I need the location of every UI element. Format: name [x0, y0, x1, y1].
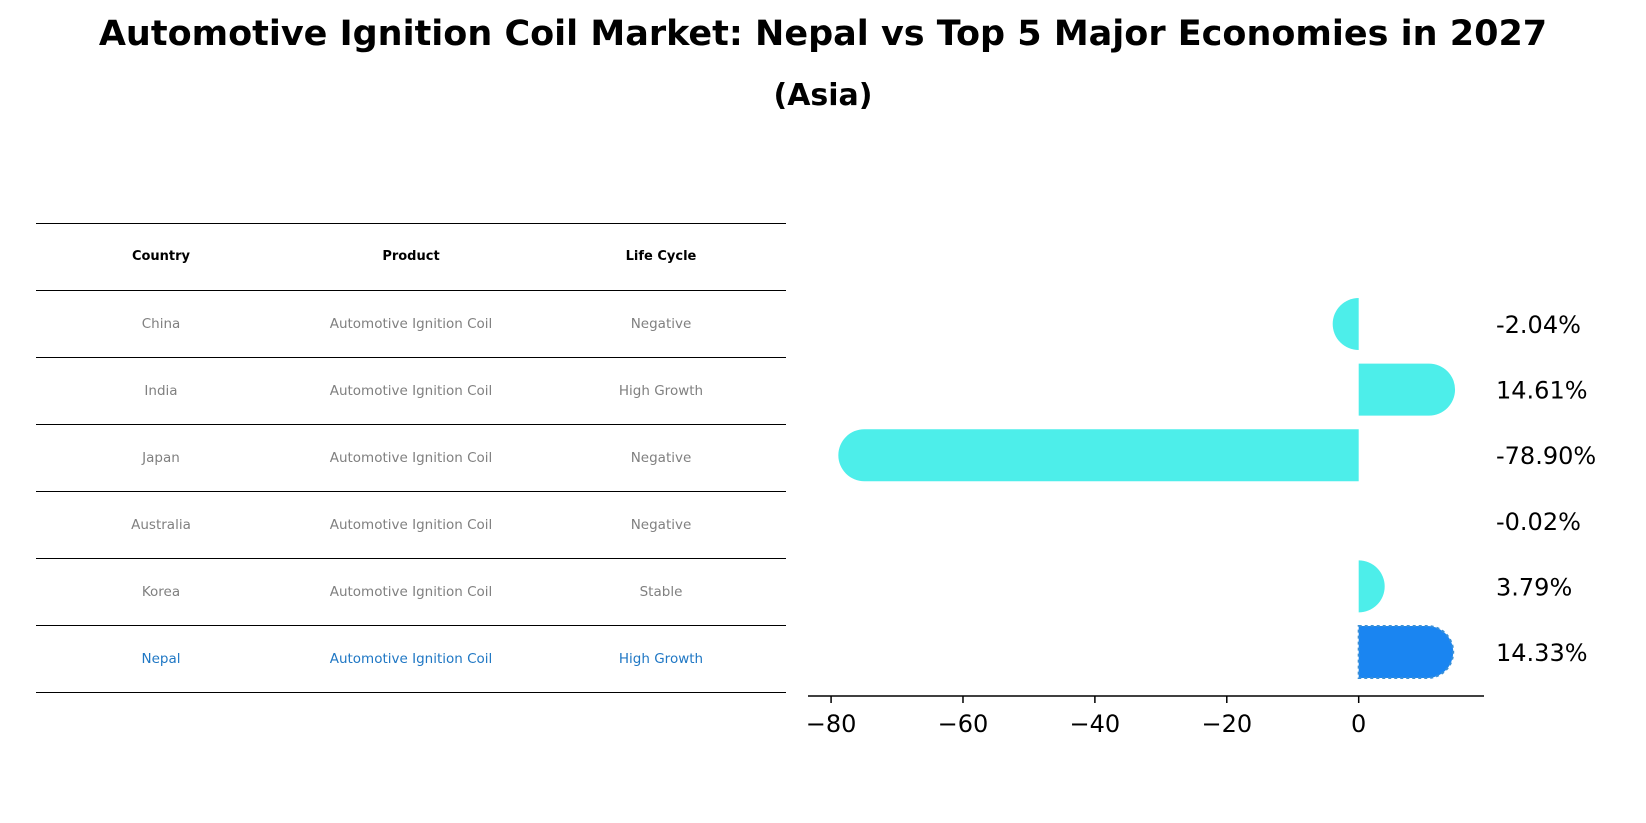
cell-product: Automotive Ignition Coil: [329, 316, 493, 332]
cell-life-cycle: Negative: [630, 316, 692, 332]
cell-country: India: [144, 383, 178, 399]
cell-life-cycle: Negative: [630, 450, 692, 466]
cell-country: China: [141, 316, 181, 332]
chart-title: Automotive Ignition Coil Market: Nepal v…: [98, 14, 1548, 54]
cell-product: Automotive Ignition Coil: [329, 450, 493, 466]
value-label: -78.90%: [1496, 442, 1596, 470]
value-label: 3.79%: [1496, 573, 1572, 601]
value-label: 14.61%: [1496, 377, 1588, 405]
table-header-row: Country Product Life Cycle: [36, 223, 786, 290]
chart-subtitle: (Asia): [773, 78, 873, 113]
bar: [1332, 298, 1359, 350]
value-label: -2.04%: [1496, 311, 1581, 339]
bar: [1358, 363, 1456, 416]
header-life-cycle: Life Cycle: [625, 249, 697, 264]
cell-country: Japan: [142, 450, 180, 466]
cell-life-cycle: Stable: [639, 584, 683, 600]
cell-country: Nepal: [141, 651, 181, 667]
table-row: Korea Automotive Ignition Coil Stable: [36, 558, 786, 625]
x-tick-label: 0: [1351, 710, 1366, 738]
value-label: 14.33%: [1496, 639, 1588, 667]
bar-highlighted: [1357, 625, 1455, 679]
cell-country: Korea: [141, 584, 181, 600]
cell-life-cycle: Negative: [630, 517, 692, 533]
value-label: -0.02%: [1496, 508, 1581, 536]
cell-country: Australia: [131, 517, 191, 533]
x-tick-label: −80: [806, 710, 857, 738]
x-tick-label: −40: [1070, 710, 1121, 738]
x-tick-label: −20: [1201, 710, 1252, 738]
cell-life-cycle: High Growth: [618, 651, 704, 667]
cell-product: Automotive Ignition Coil: [329, 517, 493, 533]
table-row: China Automotive Ignition Coil Negative: [36, 290, 786, 357]
bar: [838, 429, 1359, 482]
cell-product: Automotive Ignition Coil: [329, 651, 493, 667]
table-row: Japan Automotive Ignition Coil Negative: [36, 424, 786, 491]
header-product: Product: [382, 249, 440, 264]
table-row-highlighted: Nepal Automotive Ignition Coil High Grow…: [36, 625, 786, 693]
cell-product: Automotive Ignition Coil: [329, 584, 493, 600]
header-country: Country: [131, 249, 191, 264]
cell-life-cycle: High Growth: [618, 383, 704, 399]
bar: [1358, 560, 1385, 613]
table-row: Australia Automotive Ignition Coil Negat…: [36, 491, 786, 558]
table-row: India Automotive Ignition Coil High Grow…: [36, 357, 786, 424]
x-tick-label: −60: [938, 710, 989, 738]
cell-product: Automotive Ignition Coil: [329, 383, 493, 399]
comparison-table: Country Product Life Cycle China Automot…: [36, 223, 786, 693]
